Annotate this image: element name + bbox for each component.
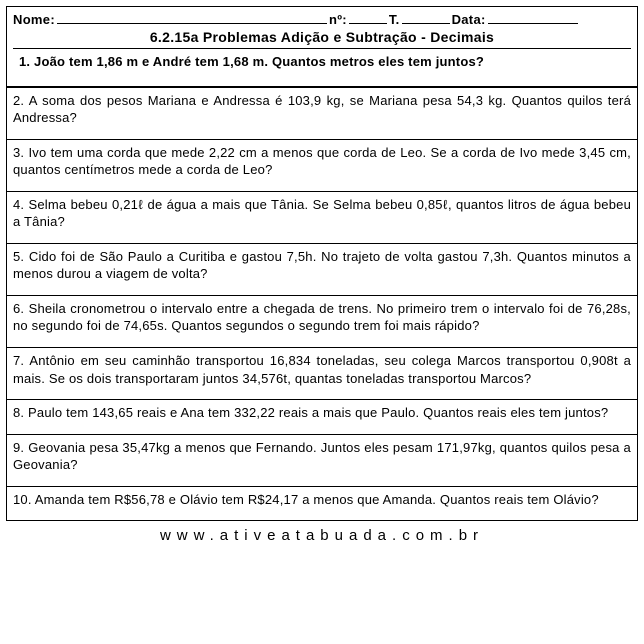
problem-item: 4. Selma bebeu 0,21ℓ de água a mais que …: [7, 191, 637, 243]
problem-item: 5. Cido foi de São Paulo a Curitiba e ga…: [7, 243, 637, 295]
name-blank[interactable]: [57, 10, 327, 24]
date-blank[interactable]: [488, 10, 578, 24]
header-fields: Nome: nº: T. Data:: [13, 10, 631, 27]
problem-item: 9. Geovania pesa 35,47kg a menos que Fer…: [7, 434, 637, 486]
problem-item: 2. A soma dos pesos Mariana e Andressa é…: [7, 87, 637, 139]
t-label: T.: [389, 12, 400, 27]
problem-item: 7. Antônio em seu caminhão transportou 1…: [7, 347, 637, 399]
problem-item: 3. Ivo tem uma corda que mede 2,22 cm a …: [7, 139, 637, 191]
header-section: Nome: nº: T. Data: 6.2.15a Problemas Adi…: [7, 7, 637, 87]
problem-item: 10. Amanda tem R$56,78 e Olávio tem R$24…: [7, 486, 637, 521]
name-label: Nome:: [13, 12, 55, 27]
problem-item: 8. Paulo tem 143,65 reais e Ana tem 332,…: [7, 399, 637, 434]
problem-item: 6. Sheila cronometrou o intervalo entre …: [7, 295, 637, 347]
footer-url: www.ativeatabuada.com.br: [6, 521, 638, 544]
worksheet-title: 6.2.15a Problemas Adição e Subtração - D…: [13, 27, 631, 48]
t-blank[interactable]: [402, 10, 450, 24]
num-blank[interactable]: [349, 10, 387, 24]
worksheet-container: Nome: nº: T. Data: 6.2.15a Problemas Adi…: [6, 6, 638, 521]
num-label: nº:: [329, 12, 347, 27]
problem-item: 1. João tem 1,86 m e André tem 1,68 m. Q…: [13, 48, 631, 83]
date-label: Data:: [452, 12, 486, 27]
